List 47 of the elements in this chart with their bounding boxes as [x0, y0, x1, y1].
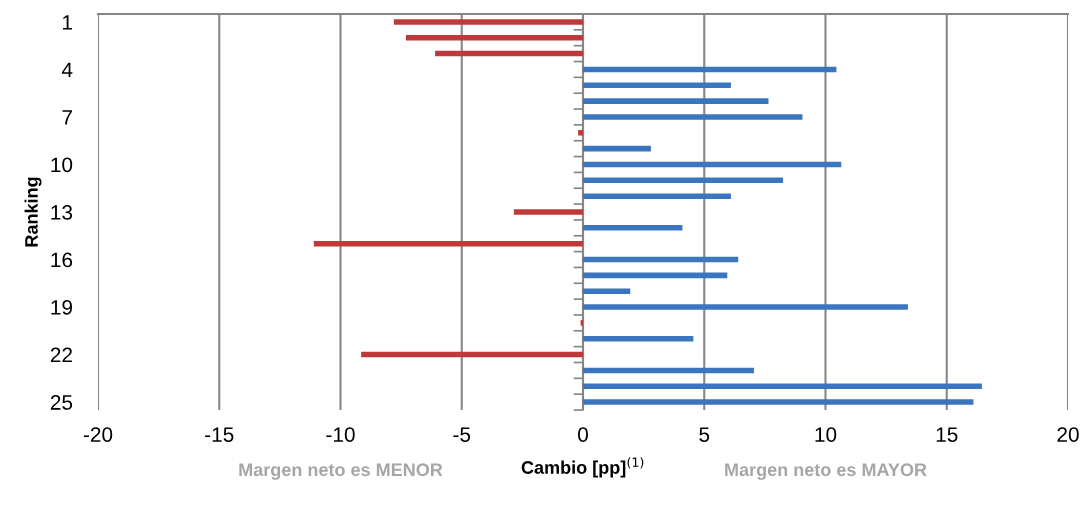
bar [583, 288, 631, 294]
bar [583, 145, 651, 152]
x-tick-label: -10 [326, 427, 355, 442]
bar [583, 367, 754, 374]
bar [583, 161, 842, 168]
bar [583, 177, 784, 184]
bar [361, 351, 583, 358]
y-tick-label: 7 [62, 110, 72, 125]
bar [435, 50, 583, 57]
bar [583, 225, 683, 231]
text: Margen neto es MENOR [239, 463, 443, 480]
bar [578, 130, 583, 136]
y-tick-label: 22 [50, 347, 72, 363]
y-tick-label: 16 [51, 252, 73, 268]
bar [583, 98, 769, 104]
y-tick-label: 25 [50, 395, 73, 410]
bar [583, 193, 731, 199]
bar [583, 114, 803, 120]
bar [583, 335, 694, 342]
bar [405, 34, 583, 41]
y-tick-label: 10 [51, 157, 73, 173]
y-axis-title: Ranking [24, 177, 42, 247]
bar [313, 240, 583, 247]
bar [393, 19, 583, 25]
y-tick-label: 13 [51, 205, 73, 220]
y-tick-label: 4 [61, 62, 73, 77]
bar [583, 66, 837, 73]
x-tick-label: 10 [815, 427, 837, 442]
bar [583, 272, 728, 279]
bar [583, 399, 974, 405]
bar [583, 256, 739, 263]
bar [583, 82, 731, 89]
bar [580, 320, 583, 326]
x-tick-label: -15 [205, 427, 234, 442]
x-tick-label: 0 [578, 427, 588, 442]
bar [583, 304, 908, 310]
x-tick-label: 15 [936, 427, 958, 442]
bar [513, 209, 583, 215]
y-tick-label: 19 [51, 300, 73, 315]
x-tick-label: -5 [453, 427, 471, 442]
text: Margen neto es MAYOR [725, 463, 927, 480]
x-tick-label: -20 [83, 427, 113, 442]
y-tick-label: 1 [63, 15, 72, 30]
x-axis-title: Cambio [pp]$^{(1)}$ [521, 457, 644, 478]
bar [583, 383, 982, 390]
x-tick-label: 20 [1057, 427, 1079, 442]
x-tick-label: 5 [699, 427, 710, 442]
